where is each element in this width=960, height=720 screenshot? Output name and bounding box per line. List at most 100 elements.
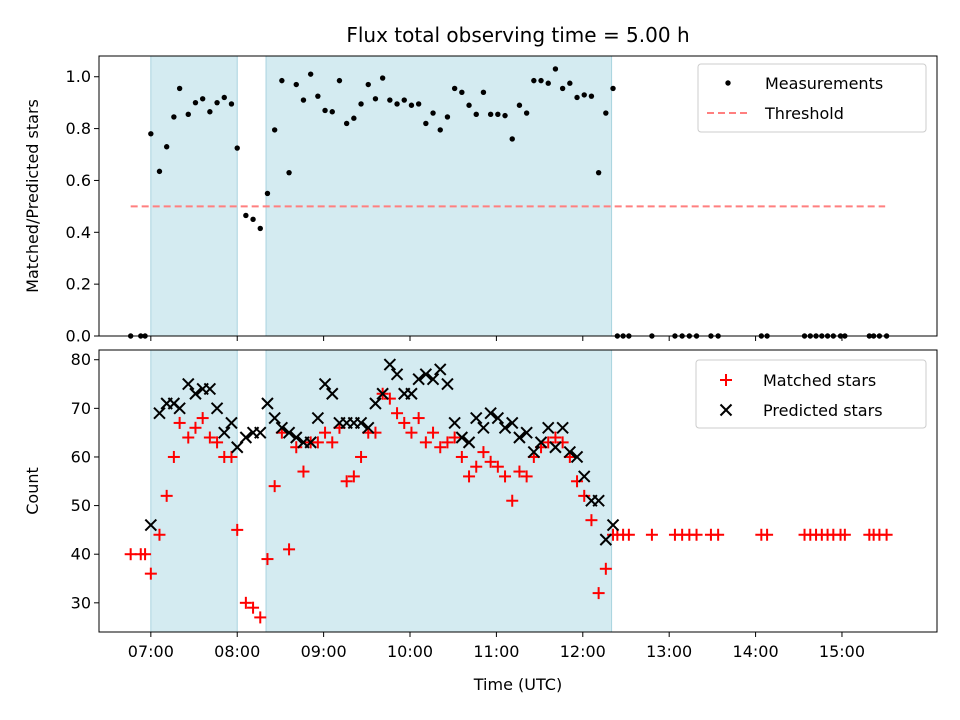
matched-star-point bbox=[182, 431, 195, 444]
matched-star-point bbox=[153, 528, 166, 541]
top-panel: 0.0 0.2 0.4 0.6 0.8 1.0 Matched/Predicted sta… bbox=[23, 55, 938, 346]
measurement-point bbox=[250, 216, 256, 223]
predicted-star-point bbox=[513, 431, 526, 444]
measurement-point bbox=[372, 96, 379, 102]
matched-star-point bbox=[441, 436, 454, 449]
cross-stroke bbox=[383, 358, 397, 371]
measurement-point bbox=[264, 190, 271, 197]
shaded-interval bbox=[265, 349, 613, 633]
predicted-star-point bbox=[606, 518, 620, 532]
matched-star-point bbox=[690, 528, 703, 541]
matched-star-point bbox=[239, 596, 252, 609]
matched-star-point bbox=[261, 553, 274, 566]
y-tick-label: 0.0 bbox=[66, 327, 91, 346]
matched-star-point bbox=[520, 470, 533, 483]
cross-stroke bbox=[556, 421, 569, 435]
predicted-star-point bbox=[448, 416, 461, 430]
measurement-point bbox=[336, 77, 343, 84]
measurement-point bbox=[559, 85, 566, 92]
predicted-star-point bbox=[210, 402, 224, 415]
predicted-star-point bbox=[542, 421, 555, 435]
cross-stroke bbox=[498, 421, 512, 435]
matched-star-point bbox=[283, 543, 296, 556]
measurement-point bbox=[394, 101, 400, 107]
matched-star-point bbox=[470, 460, 483, 473]
x-tick-label: 14:00 bbox=[733, 642, 779, 661]
predicted-star-point bbox=[599, 533, 613, 546]
matched-star-point bbox=[297, 465, 310, 478]
legend-predicted-label: Predicted stars bbox=[763, 401, 883, 420]
matched-star-point bbox=[139, 548, 152, 561]
cross-stroke bbox=[448, 416, 461, 430]
predicted-star-point bbox=[268, 411, 281, 425]
measurement-point bbox=[603, 110, 609, 116]
y-tick-label: 40 bbox=[71, 545, 91, 564]
matched-star-point bbox=[484, 455, 497, 468]
y-tick-label: 60 bbox=[71, 447, 91, 466]
predicted-star-point bbox=[578, 470, 591, 483]
matched-star-point bbox=[513, 465, 526, 478]
cross-stroke bbox=[290, 431, 303, 444]
cross-stroke bbox=[311, 411, 325, 425]
measurement-point bbox=[538, 77, 544, 84]
measurement-point bbox=[531, 77, 537, 84]
predicted-star-point bbox=[527, 445, 541, 459]
matched-star-point bbox=[398, 416, 411, 429]
cross-stroke bbox=[412, 372, 425, 386]
matched-star-point bbox=[268, 480, 281, 493]
matched-star-point bbox=[231, 523, 244, 536]
y-tick-label: 0.8 bbox=[66, 119, 91, 138]
matched-star-point bbox=[211, 436, 224, 449]
measurement-point bbox=[516, 102, 523, 108]
predicted-star-point bbox=[383, 358, 397, 371]
cross-stroke bbox=[390, 368, 404, 381]
x-tick-label: 13:00 bbox=[646, 642, 692, 661]
predicted-star-point bbox=[354, 416, 368, 430]
predicted-star-point bbox=[144, 518, 158, 532]
matched-star-point bbox=[592, 587, 605, 600]
cross-stroke bbox=[484, 406, 497, 420]
bottom-legend: Matched stars Predicted stars bbox=[695, 359, 927, 429]
matched-star-point bbox=[419, 436, 432, 449]
x-tick-label: 07:00 bbox=[128, 642, 174, 661]
cross-stroke bbox=[376, 387, 389, 400]
matched-star-point bbox=[405, 426, 418, 439]
matched-star-point bbox=[412, 412, 425, 425]
predicted-star-point bbox=[189, 387, 202, 400]
measurement-point bbox=[322, 107, 328, 114]
cross-stroke bbox=[520, 426, 533, 439]
predicted-star-point bbox=[369, 397, 382, 410]
matched-star-point bbox=[645, 528, 658, 541]
predicted-star-point bbox=[455, 431, 469, 444]
matched-star-point bbox=[203, 431, 216, 444]
legend-threshold-label: Threshold bbox=[764, 104, 844, 123]
x-tick-label: 09:00 bbox=[301, 642, 347, 661]
measurement-point bbox=[502, 112, 508, 119]
y-tick-label: 80 bbox=[71, 350, 91, 369]
legend-measurements-label: Measurements bbox=[765, 74, 883, 93]
predicted-star-point bbox=[477, 421, 490, 435]
predicted-star-point bbox=[462, 436, 476, 449]
bottom-panel: 30 40 50 60 70 80 07:00 08:00 09:00 10:00 11:00 12… bbox=[23, 349, 938, 694]
measurement-point bbox=[466, 102, 472, 108]
measurement-point bbox=[185, 111, 191, 118]
measurement-point bbox=[423, 120, 429, 127]
predicted-star-point bbox=[592, 494, 605, 507]
measurement-point bbox=[387, 97, 393, 103]
matched-star-point bbox=[369, 426, 382, 439]
measurement-point bbox=[300, 97, 307, 103]
cross-stroke bbox=[225, 416, 238, 430]
y-tick-label: 1.0 bbox=[66, 67, 91, 86]
measurement-point bbox=[192, 99, 199, 106]
predicted-star-point bbox=[419, 368, 433, 381]
matched-star-point bbox=[542, 436, 555, 449]
cross-stroke bbox=[470, 411, 483, 425]
measurement-point bbox=[595, 169, 602, 176]
predicted-star-point bbox=[563, 445, 577, 459]
top-x-axis bbox=[150, 336, 843, 341]
measurement-point bbox=[523, 110, 530, 116]
y-tick-label: 0.4 bbox=[66, 223, 91, 242]
measurement-point bbox=[221, 94, 227, 101]
cross-stroke bbox=[144, 518, 158, 532]
